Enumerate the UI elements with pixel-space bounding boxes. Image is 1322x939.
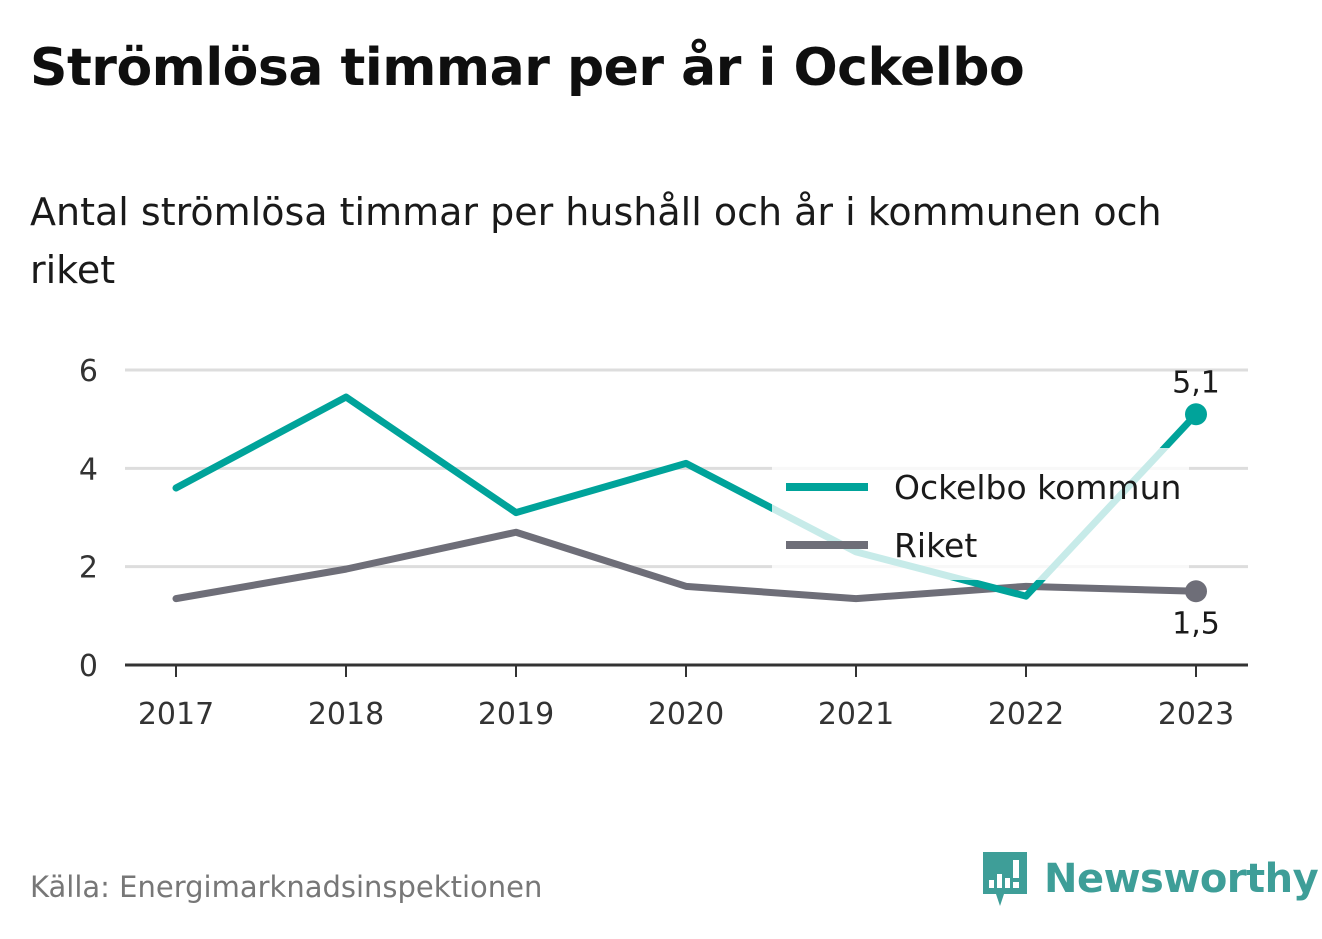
legend-label-ockelbo: Ockelbo kommun: [894, 467, 1182, 507]
x-tick-label: 2019: [478, 697, 554, 732]
chart-title: Strömlösa timmar per år i Ockelbo: [30, 38, 1025, 98]
newsworthy-logo-icon: [983, 852, 1027, 906]
x-tick-label: 2023: [1158, 697, 1234, 732]
legend-item-riket: Riket: [786, 516, 1181, 574]
end-point-0: [1185, 403, 1207, 426]
x-tick-label: 2017: [138, 697, 214, 732]
chart-subtitle: Antal strömlösa timmar per hushåll och å…: [30, 190, 1162, 292]
legend-swatch-ockelbo: [786, 483, 868, 491]
chart-legend: Ockelbo kommun Riket: [772, 448, 1190, 580]
y-axis-ticks: 0 2 4 6: [79, 354, 98, 684]
end-point-1: [1185, 580, 1207, 603]
y-tick-label: 2: [79, 551, 98, 586]
legend-item-ockelbo: Ockelbo kommun: [786, 458, 1181, 516]
brand-name: Newsworthy: [1044, 856, 1319, 902]
x-tick-label: 2021: [818, 697, 894, 732]
y-tick-label: 6: [79, 354, 98, 389]
x-tick-label: 2022: [988, 697, 1064, 732]
y-tick-label: 0: [79, 649, 98, 684]
end-labels: 1,5 5,1: [1172, 365, 1220, 641]
newsworthy-brand: Newsworthy: [980, 850, 1319, 908]
y-tick-label: 4: [79, 452, 98, 487]
x-tick-label: 2018: [308, 697, 384, 732]
legend-label-riket: Riket: [894, 525, 978, 565]
end-value-label-0: 5,1: [1172, 365, 1220, 400]
series-lines: [172, 393, 1207, 603]
end-value-label-1: 1,5: [1172, 606, 1220, 641]
x-axis: 2017 2018 2019 2020 2021 2022 2023: [125, 663, 1248, 732]
source-credit: Källa: Energimarknadsinspektionen: [30, 870, 543, 904]
legend-swatch-riket: [786, 541, 868, 549]
x-tick-label: 2020: [648, 697, 724, 732]
